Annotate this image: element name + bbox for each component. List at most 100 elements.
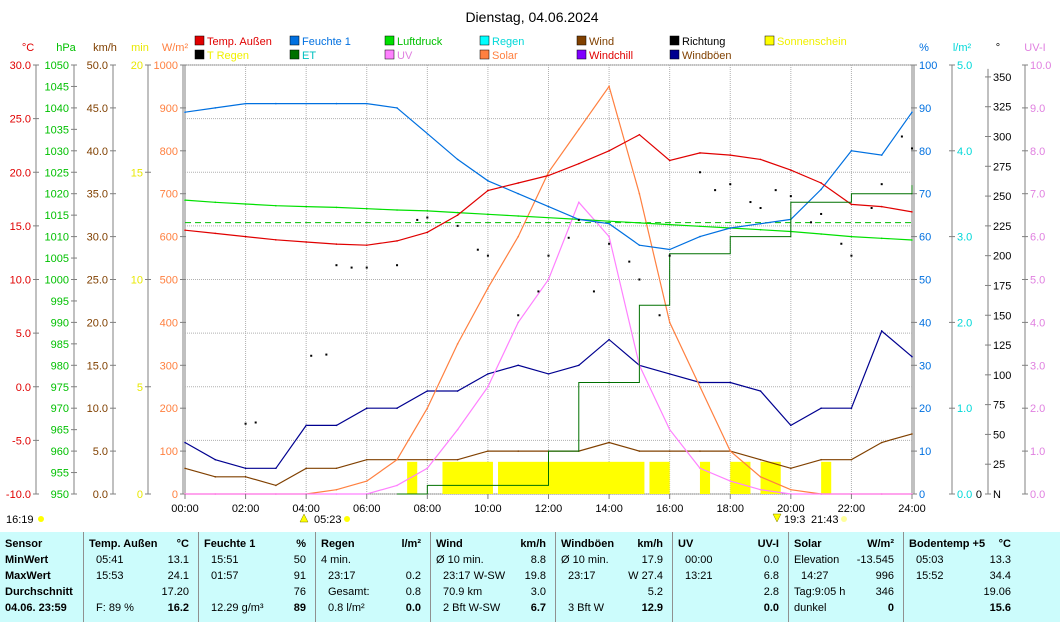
axis-tick-label: 1040	[45, 103, 69, 115]
axis-tick-label: 0.0	[16, 382, 31, 394]
data-point	[699, 225, 701, 228]
axis-tick-label: 955	[51, 468, 69, 480]
data-point	[850, 235, 853, 238]
cell-value: 0.8	[405, 586, 421, 598]
sunrise-time: 05:23	[314, 514, 342, 526]
cell-value: 12.9	[641, 602, 663, 614]
cell-label: 12.29 g/m³	[211, 602, 264, 614]
data-point	[396, 458, 398, 461]
cell-value: 3.0	[530, 586, 546, 598]
data-point	[880, 441, 883, 444]
axis-tick-label: 970	[51, 403, 69, 415]
data-point	[305, 241, 307, 243]
axis-tick-label: 8.0	[1030, 146, 1045, 158]
axis-tick-label: 4.0	[1030, 317, 1045, 329]
data-point	[214, 476, 217, 478]
data-point	[487, 189, 489, 192]
data-point	[487, 180, 489, 182]
data-point	[214, 201, 217, 204]
table-column: Regen l/m² 4 min. 23:17 0.2 Gesamt: 0.8 0.8 l/m…	[315, 532, 430, 622]
column-header: Wind	[436, 538, 463, 550]
data-point	[790, 467, 792, 470]
column-header: Windböen	[561, 538, 615, 550]
cell-value: 5.2	[647, 586, 663, 598]
cell-value: 89	[293, 602, 306, 614]
legend-label: Windchill	[589, 50, 633, 62]
column-unit: °C	[176, 538, 189, 550]
column-header: Temp. Außen	[89, 538, 158, 550]
data-point	[668, 373, 671, 375]
cell-label: 3 Bft W	[568, 602, 605, 614]
data-point	[699, 467, 701, 470]
direction-point	[840, 242, 843, 245]
axis-tick-label: 10.0	[1030, 60, 1051, 72]
sunshine-bar	[442, 461, 493, 494]
axis-tick-label: 30.0	[87, 232, 108, 244]
cell-label: 0.8 l/m²	[328, 602, 365, 614]
data-point	[911, 211, 913, 213]
data-point	[729, 381, 732, 384]
axis-unit-rain: l/m²	[953, 42, 972, 54]
axis-tick-label: 200	[993, 251, 1011, 263]
cell-label: 4 min.	[321, 554, 351, 566]
table-column: UV UV-I 00:00 0.0 13:21 6.8 2.8 0.0	[672, 532, 788, 622]
data-point	[335, 467, 338, 470]
data-point	[668, 159, 671, 162]
direction-point	[638, 278, 641, 281]
table-column: Wind km/h Ø 10 min. 8.8 23:17 W-SW 19.8 70.9 k…	[430, 532, 555, 622]
axis-tick-label: 15.0	[10, 221, 31, 233]
data-point	[426, 458, 429, 461]
data-point	[214, 493, 217, 495]
data-point	[608, 85, 610, 88]
axis-tick-label: 2.0	[1030, 403, 1045, 415]
data-point	[487, 213, 489, 216]
cell-label: 2 Bft W-SW	[443, 602, 501, 614]
data-point	[790, 424, 792, 427]
cell-value: W 27.4	[628, 570, 663, 582]
cell-value: 346	[875, 586, 894, 598]
data-point	[456, 390, 459, 392]
axis-tick-label: 125	[993, 340, 1011, 352]
data-point	[184, 229, 186, 231]
axis-tick-label: 1.0	[1030, 446, 1045, 458]
legend-label: Feuchte 1	[302, 36, 351, 48]
axis-tick-label: 300	[160, 360, 178, 372]
column-unit: %	[296, 538, 306, 550]
cell-value: 2.8	[763, 586, 779, 598]
column-unit: km/h	[637, 538, 663, 550]
x-tick-label: 10:00	[474, 503, 502, 515]
axis-tick-label: 100	[919, 60, 937, 72]
legend-swatch	[289, 49, 300, 60]
cell-label: MaxWert	[5, 570, 51, 582]
column-unit: °C	[998, 538, 1011, 550]
axis-tick-label: 1020	[45, 189, 69, 201]
data-point	[456, 428, 459, 431]
axis-tick-label: 5.0	[1030, 275, 1045, 287]
axis-tick-label: 990	[51, 317, 69, 329]
data-point	[365, 207, 368, 210]
legend-swatch	[479, 35, 490, 46]
data-point	[214, 107, 217, 109]
axis-tick-label: 1010	[45, 232, 69, 244]
data-point	[517, 235, 520, 238]
data-point	[608, 150, 610, 152]
cell-label: 01:57	[211, 570, 239, 582]
axis-tick-label: 80	[919, 146, 931, 158]
x-tick-label: 04:00	[292, 503, 320, 515]
table-column: Feuchte 1% 15:51 50 01:57 91 76 12.29 g/m³ 89	[198, 532, 315, 622]
data-point	[608, 338, 610, 341]
axis-tick-label: -5.0	[12, 435, 31, 447]
axis-tick-label: 600	[160, 232, 178, 244]
axis-tick-label: 15	[131, 167, 143, 179]
data-point	[699, 385, 701, 388]
sun-icon	[344, 516, 350, 522]
cell-value: 24.1	[167, 570, 189, 582]
axis-tick-label: 0	[919, 489, 925, 501]
data-point	[456, 211, 459, 214]
data-point	[608, 441, 610, 444]
legend-swatch	[194, 35, 205, 46]
data-point	[820, 407, 822, 410]
data-point	[275, 102, 277, 105]
sunshine-bar	[407, 461, 418, 494]
axis-tick-label: 900	[160, 103, 178, 115]
